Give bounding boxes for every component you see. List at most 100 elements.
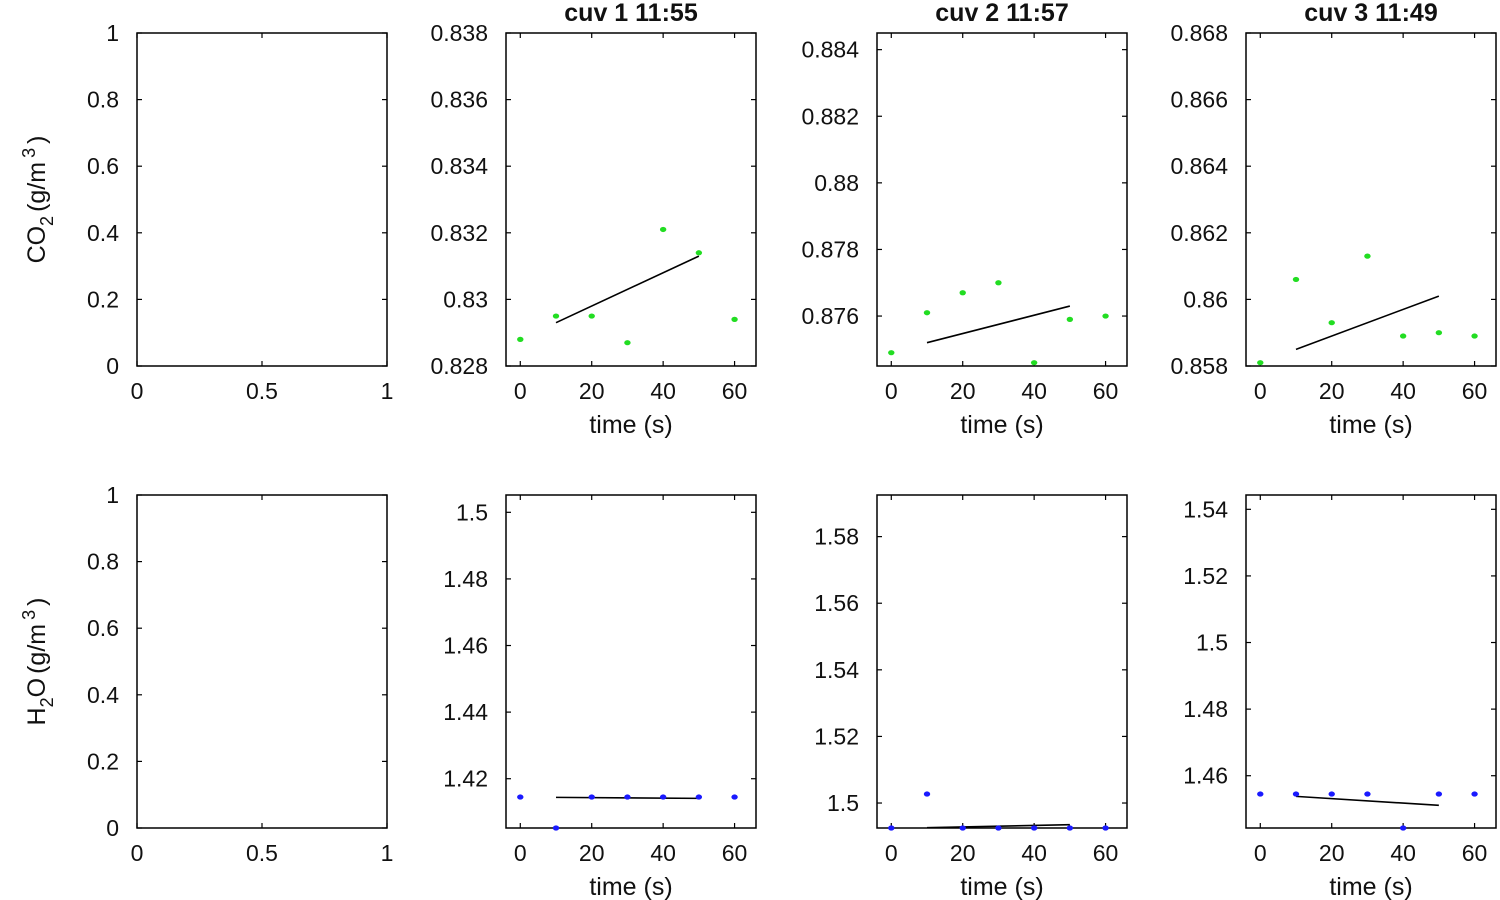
axes-frame bbox=[136, 494, 388, 829]
x-axis-label: time (s) bbox=[1329, 873, 1412, 900]
y-tick-label: 0.86 bbox=[1183, 286, 1228, 312]
y-tick-label: 1.58 bbox=[814, 524, 859, 550]
y-tick-label: 0.83 bbox=[443, 286, 488, 312]
data-point bbox=[1399, 825, 1407, 831]
data-point bbox=[1364, 791, 1371, 797]
x-tick-label: 40 bbox=[650, 840, 676, 866]
y-tick-label: 0.882 bbox=[801, 103, 859, 129]
x-tick-label: 20 bbox=[950, 378, 976, 404]
data-point bbox=[624, 340, 631, 346]
y-tick-label: 0.88 bbox=[814, 170, 859, 196]
subplot-title: cuv 2 11:57 bbox=[935, 0, 1068, 27]
axes-frame bbox=[876, 32, 1128, 367]
y-tick-label: 0.8 bbox=[87, 549, 119, 575]
y-tick-label: 1.48 bbox=[1183, 696, 1228, 722]
x-tick-label: 60 bbox=[1093, 840, 1119, 866]
y-axis-label-part: H bbox=[23, 707, 51, 725]
axes-frame bbox=[505, 32, 757, 367]
data-point bbox=[659, 794, 667, 800]
x-tick-label: 0 bbox=[885, 378, 898, 404]
data-point bbox=[1471, 333, 1478, 339]
data-point bbox=[1257, 360, 1264, 366]
y-tick-label: 0.8 bbox=[87, 87, 119, 113]
y-tick-label: 1.5 bbox=[827, 790, 859, 816]
subplot-co2-cuv3: 0 20 40 60 0.858 0.86 0.862 0.864 0.866 0.868 cuv … bbox=[1170, 0, 1497, 439]
y-tick-label: 0.862 bbox=[1170, 220, 1228, 246]
subplot-h2o-cuv1: 0 20 40 60 1.42 1.44 1.46 1.48 1.5 time (s) bbox=[443, 494, 757, 900]
y-tick-label: 1.42 bbox=[443, 766, 488, 792]
y-tick-label: 0.878 bbox=[801, 236, 859, 262]
data-point bbox=[959, 825, 966, 831]
y-tick-label: 0.838 bbox=[430, 20, 488, 46]
y-axis-label-part: 2 bbox=[37, 216, 57, 226]
data-point bbox=[552, 825, 560, 831]
data-point bbox=[1292, 791, 1300, 797]
data-point bbox=[923, 310, 931, 316]
subplot-title: cuv 3 11:49 bbox=[1304, 0, 1437, 27]
data-point bbox=[1471, 791, 1478, 797]
subplot-h2o-cuv2: 0 20 40 60 1.5 1.52 1.54 1.56 1.58 time (s) bbox=[814, 494, 1128, 900]
axes-frame bbox=[1245, 494, 1497, 829]
x-tick-label: 0 bbox=[514, 378, 527, 404]
x-tick-label: 0 bbox=[131, 378, 144, 404]
data-point bbox=[923, 791, 931, 797]
y-tick-label: 1.52 bbox=[1183, 563, 1228, 589]
axes-frame bbox=[876, 494, 1128, 829]
x-axis-label: time (s) bbox=[960, 873, 1043, 900]
fit-line bbox=[1295, 295, 1440, 351]
x-tick-label: 0 bbox=[1254, 840, 1267, 866]
y-tick-label: 1.5 bbox=[456, 499, 488, 525]
fit-line bbox=[1295, 795, 1439, 807]
x-tick-label: 0 bbox=[1254, 378, 1267, 404]
data-point bbox=[1102, 825, 1109, 831]
y-tick-label: 0.2 bbox=[87, 748, 119, 774]
data-point bbox=[995, 825, 1002, 831]
data-point bbox=[1066, 316, 1074, 322]
x-tick-label: 20 bbox=[1319, 840, 1345, 866]
data-point bbox=[1102, 313, 1109, 319]
y-axis-label: H2O (g/m 3) bbox=[19, 598, 57, 726]
y-axis-label-part: (g/m bbox=[23, 162, 51, 212]
x-tick-label: 40 bbox=[1390, 378, 1416, 404]
x-tick-label: 20 bbox=[950, 840, 976, 866]
data-point bbox=[1435, 330, 1443, 336]
y-axis-label-part: ) bbox=[23, 598, 51, 606]
subplot-h2o-cuv3: 0 20 40 60 1.46 1.48 1.5 1.52 1.54 time (s) bbox=[1183, 494, 1497, 900]
y-tick-label: 0 bbox=[106, 815, 119, 841]
y-axis-label-part: (g/m bbox=[23, 624, 51, 674]
x-tick-label: 0 bbox=[885, 840, 898, 866]
y-tick-label: 0.6 bbox=[87, 153, 119, 179]
data-point bbox=[552, 313, 560, 319]
data-point bbox=[1399, 333, 1407, 339]
data-point bbox=[659, 226, 667, 233]
y-tick-label: 0.884 bbox=[801, 37, 859, 63]
y-tick-label: 0.828 bbox=[430, 353, 488, 379]
data-point bbox=[1030, 360, 1038, 366]
data-point bbox=[624, 794, 631, 800]
data-point bbox=[888, 825, 895, 831]
x-tick-label: 40 bbox=[1390, 840, 1416, 866]
data-point bbox=[1328, 320, 1335, 326]
y-axis-label-part: CO bbox=[23, 226, 51, 264]
y-tick-label: 0.6 bbox=[87, 615, 119, 641]
y-axis-label: CO2 (g/m 3) bbox=[19, 136, 57, 264]
y-tick-label: 0.834 bbox=[430, 153, 488, 179]
y-tick-label: 1 bbox=[106, 482, 119, 508]
subplot-co2-empty: 0 0.5 1 0 0.2 0.4 0.6 0.8 1 CO2 (g/m 3) bbox=[19, 20, 393, 404]
x-tick-label: 0.5 bbox=[246, 840, 278, 866]
y-tick-label: 1.5 bbox=[1196, 630, 1228, 656]
y-axis-label-part: 2 bbox=[37, 697, 57, 707]
subplot-co2-cuv2: 0 20 40 60 0.876 0.878 0.88 0.882 0.884 cuv 2 11:… bbox=[801, 0, 1128, 439]
y-tick-label: 1.46 bbox=[1183, 763, 1228, 789]
x-tick-label: 60 bbox=[1093, 378, 1119, 404]
x-tick-label: 20 bbox=[1319, 378, 1345, 404]
y-tick-label: 1.54 bbox=[1183, 496, 1228, 522]
data-point bbox=[731, 316, 738, 322]
data-point bbox=[888, 350, 895, 356]
x-tick-label: 1 bbox=[381, 378, 394, 404]
x-axis-label: time (s) bbox=[589, 411, 672, 439]
y-tick-label: 0 bbox=[106, 353, 119, 379]
y-tick-label: 0.858 bbox=[1170, 353, 1228, 379]
data-point bbox=[588, 313, 595, 319]
data-point bbox=[1435, 791, 1443, 797]
